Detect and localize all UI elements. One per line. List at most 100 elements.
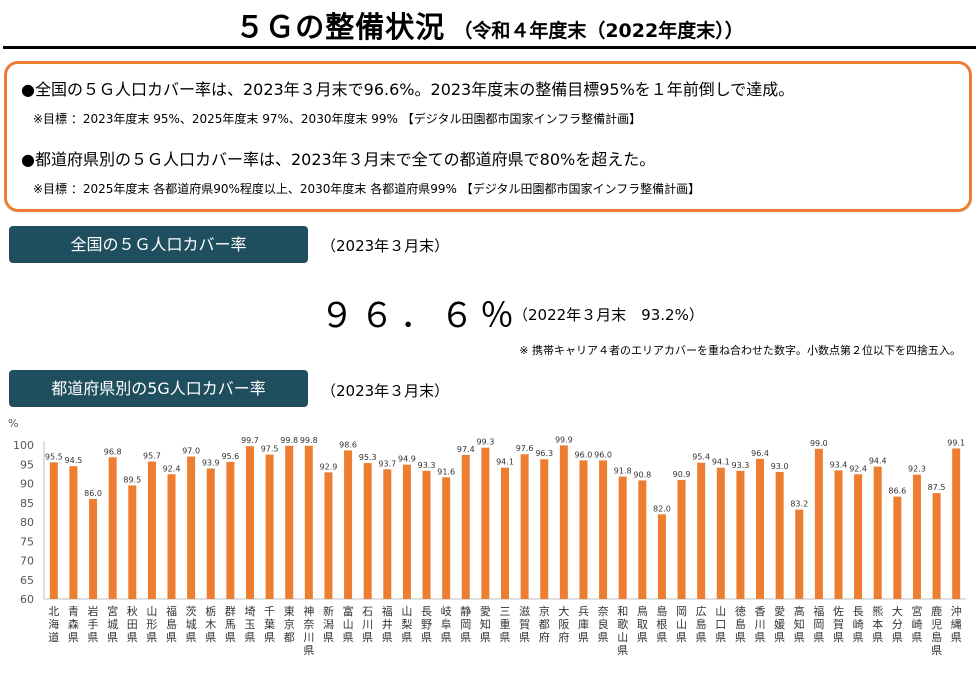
bar <box>638 480 647 599</box>
category-label: 山 <box>617 631 628 644</box>
category-label: 県 <box>872 631 883 644</box>
data-label: 92.9 <box>320 462 338 471</box>
bar <box>245 446 254 599</box>
y-tick-label: 65 <box>20 574 34 587</box>
category-label: 徳 <box>735 605 746 618</box>
category-label: 栃 <box>205 604 216 618</box>
category-label: 静 <box>460 604 471 618</box>
category-label: 県 <box>225 631 236 644</box>
category-label: 県 <box>637 631 648 644</box>
category-label: 県 <box>696 631 707 644</box>
national-coverage-value: ９６．６％ <box>320 296 520 336</box>
data-label: 99.8 <box>280 436 298 445</box>
data-label: 92.4 <box>849 464 867 473</box>
category-label: 県 <box>951 631 962 644</box>
category-label: 良 <box>598 617 609 631</box>
category-label: 県 <box>460 631 471 644</box>
data-label: 95.6 <box>221 452 239 461</box>
bar <box>383 469 392 599</box>
bar <box>442 477 451 599</box>
category-label: 県 <box>833 631 844 644</box>
category-label: 県 <box>264 631 275 644</box>
category-label: 阜 <box>441 618 452 631</box>
bar <box>657 514 666 599</box>
bar <box>108 457 117 599</box>
category-label: 都 <box>539 618 550 631</box>
category-label: 県 <box>519 631 530 644</box>
category-label: 県 <box>205 631 216 644</box>
bar <box>795 509 804 599</box>
bar <box>167 474 176 599</box>
data-label: 96.0 <box>594 450 612 459</box>
bar <box>579 460 588 599</box>
category-label: 鳥 <box>637 604 648 618</box>
y-tick-label: 70 <box>20 555 34 568</box>
bar <box>618 476 627 599</box>
data-label: 99.1 <box>947 438 965 447</box>
data-label: 95.3 <box>359 453 377 462</box>
category-label: 県 <box>578 631 589 644</box>
bar <box>324 472 333 599</box>
category-label: 広 <box>696 605 707 618</box>
bar <box>265 454 274 599</box>
category-label: 県 <box>656 631 667 644</box>
data-label: 92.4 <box>163 464 181 473</box>
bar <box>912 474 921 599</box>
bar <box>697 462 706 599</box>
data-label: 99.7 <box>241 436 259 445</box>
category-label: 高 <box>794 604 805 618</box>
y-tick-label: 100 <box>13 439 34 452</box>
y-tick-label: 60 <box>20 593 34 606</box>
prefectural-section-label: 都道府県別の5G人口カバー率 <box>9 370 308 407</box>
bar <box>873 466 882 599</box>
category-label: 潟 <box>323 618 334 631</box>
category-label: 県 <box>303 644 314 657</box>
category-label: 県 <box>617 644 628 657</box>
category-label: 島 <box>696 617 707 631</box>
category-label: 取 <box>637 618 648 631</box>
category-label: 県 <box>323 631 334 644</box>
data-label: 96.4 <box>751 449 769 458</box>
category-label: 長 <box>853 605 864 618</box>
category-label: 神 <box>303 604 314 618</box>
category-label: 県 <box>107 631 118 644</box>
category-label: 青 <box>68 605 79 618</box>
category-label: 県 <box>421 631 432 644</box>
category-label: 県 <box>853 631 864 644</box>
category-label: 井 <box>382 617 393 631</box>
category-label: 手 <box>88 617 99 631</box>
category-label: 東 <box>284 605 295 618</box>
category-label: 宮 <box>911 604 922 618</box>
category-label: 田 <box>127 618 138 631</box>
category-label: 崎 <box>853 617 864 631</box>
data-label: 99.9 <box>555 435 573 444</box>
bar <box>854 474 863 599</box>
category-label: 県 <box>813 631 824 644</box>
bar <box>89 498 98 599</box>
category-label: 三 <box>500 605 511 618</box>
bar <box>304 445 313 599</box>
bar <box>736 470 745 599</box>
category-label: 海 <box>48 617 59 631</box>
data-label: 99.3 <box>476 438 494 447</box>
category-label: 崎 <box>911 617 922 631</box>
data-label: 94.4 <box>869 457 887 466</box>
data-label: 83.2 <box>790 500 808 509</box>
bar <box>834 470 843 599</box>
category-label: 根 <box>656 617 667 631</box>
category-label: 口 <box>715 618 726 631</box>
category-label: 県 <box>127 631 138 644</box>
category-label: 知 <box>794 617 805 631</box>
category-label: 福 <box>382 604 393 618</box>
prefecture-coverage-chart: % 60 65 70 75 80 85 90 95 100 95.5 北海道 94.5 青森県 86.0 岩手… <box>8 417 966 657</box>
category-label: 山 <box>676 618 687 631</box>
category-label: 新 <box>323 604 334 618</box>
category-label: 川 <box>755 618 766 631</box>
bar <box>540 459 549 599</box>
category-label: 奈 <box>598 604 609 618</box>
category-label: 岡 <box>460 618 471 631</box>
category-label: 北 <box>48 605 59 618</box>
y-tick-label: 80 <box>20 516 34 529</box>
bar <box>128 485 137 599</box>
category-label: 県 <box>166 631 177 644</box>
